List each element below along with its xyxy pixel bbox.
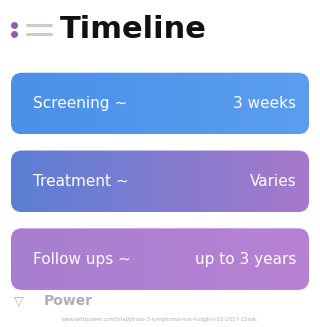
Text: Treatment ~: Treatment ~ — [33, 174, 129, 189]
Text: Varies: Varies — [250, 174, 296, 189]
Text: Power: Power — [44, 294, 93, 308]
Text: ▽: ▽ — [14, 295, 24, 308]
Text: up to 3 years: up to 3 years — [195, 252, 296, 267]
Text: Timeline: Timeline — [60, 15, 207, 44]
Text: Screening ~: Screening ~ — [33, 96, 127, 111]
Text: 3 weeks: 3 weeks — [233, 96, 296, 111]
Text: Follow ups ~: Follow ups ~ — [33, 252, 131, 267]
Text: www.withpower.com/trial/phase-3-lymphoma-non-hodgkin-10-2017-15adc: www.withpower.com/trial/phase-3-lymphoma… — [62, 317, 258, 322]
